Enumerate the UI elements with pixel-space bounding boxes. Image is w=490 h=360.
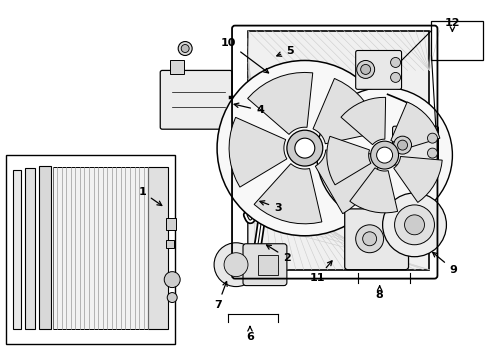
Circle shape bbox=[357, 60, 375, 78]
Circle shape bbox=[394, 205, 435, 245]
Bar bbox=[166, 218, 176, 230]
Text: 9: 9 bbox=[433, 252, 457, 275]
Polygon shape bbox=[254, 164, 322, 224]
Circle shape bbox=[181, 45, 189, 53]
Circle shape bbox=[363, 232, 377, 246]
Polygon shape bbox=[327, 136, 371, 185]
Circle shape bbox=[377, 147, 392, 163]
Circle shape bbox=[178, 41, 192, 55]
Bar bbox=[39, 166, 50, 329]
Circle shape bbox=[391, 72, 400, 82]
Text: 4: 4 bbox=[234, 103, 264, 115]
Circle shape bbox=[397, 140, 408, 150]
Polygon shape bbox=[315, 150, 380, 214]
Bar bbox=[6, 155, 175, 345]
Circle shape bbox=[287, 130, 323, 166]
Circle shape bbox=[317, 87, 452, 223]
Circle shape bbox=[370, 141, 398, 169]
Text: 12: 12 bbox=[444, 18, 460, 31]
Text: 5: 5 bbox=[277, 45, 294, 56]
FancyBboxPatch shape bbox=[392, 126, 439, 165]
Polygon shape bbox=[229, 117, 287, 187]
Text: 8: 8 bbox=[376, 286, 384, 300]
Circle shape bbox=[295, 138, 315, 158]
Text: 3: 3 bbox=[260, 201, 282, 213]
Bar bbox=[13, 170, 21, 329]
Circle shape bbox=[405, 215, 424, 235]
Text: 6: 6 bbox=[246, 327, 254, 342]
Text: 2: 2 bbox=[267, 245, 291, 263]
Circle shape bbox=[214, 243, 258, 287]
FancyBboxPatch shape bbox=[345, 209, 409, 270]
Bar bbox=[52, 167, 148, 329]
Text: 10: 10 bbox=[220, 37, 269, 73]
Polygon shape bbox=[341, 97, 386, 145]
Text: 1: 1 bbox=[138, 187, 162, 206]
Circle shape bbox=[383, 193, 446, 257]
Circle shape bbox=[167, 293, 177, 302]
Polygon shape bbox=[247, 72, 313, 134]
Bar bbox=[258, 255, 278, 275]
Polygon shape bbox=[394, 157, 442, 202]
Circle shape bbox=[391, 58, 400, 67]
Circle shape bbox=[427, 148, 438, 158]
Circle shape bbox=[361, 64, 370, 75]
Circle shape bbox=[356, 225, 384, 253]
Polygon shape bbox=[313, 78, 379, 144]
FancyBboxPatch shape bbox=[356, 50, 401, 89]
Circle shape bbox=[164, 272, 180, 288]
FancyBboxPatch shape bbox=[243, 244, 287, 285]
Bar bbox=[166, 240, 174, 248]
Bar bbox=[24, 168, 35, 329]
Circle shape bbox=[393, 136, 412, 154]
Bar bbox=[248, 31, 429, 270]
Polygon shape bbox=[391, 102, 440, 150]
Circle shape bbox=[427, 133, 438, 143]
Bar bbox=[170, 60, 184, 75]
Polygon shape bbox=[350, 168, 397, 213]
Text: 11: 11 bbox=[310, 261, 332, 283]
Circle shape bbox=[217, 60, 392, 236]
Bar bbox=[432, 21, 483, 60]
Text: 7: 7 bbox=[214, 282, 227, 310]
FancyBboxPatch shape bbox=[160, 71, 232, 129]
Circle shape bbox=[224, 253, 248, 276]
Bar bbox=[148, 167, 168, 329]
